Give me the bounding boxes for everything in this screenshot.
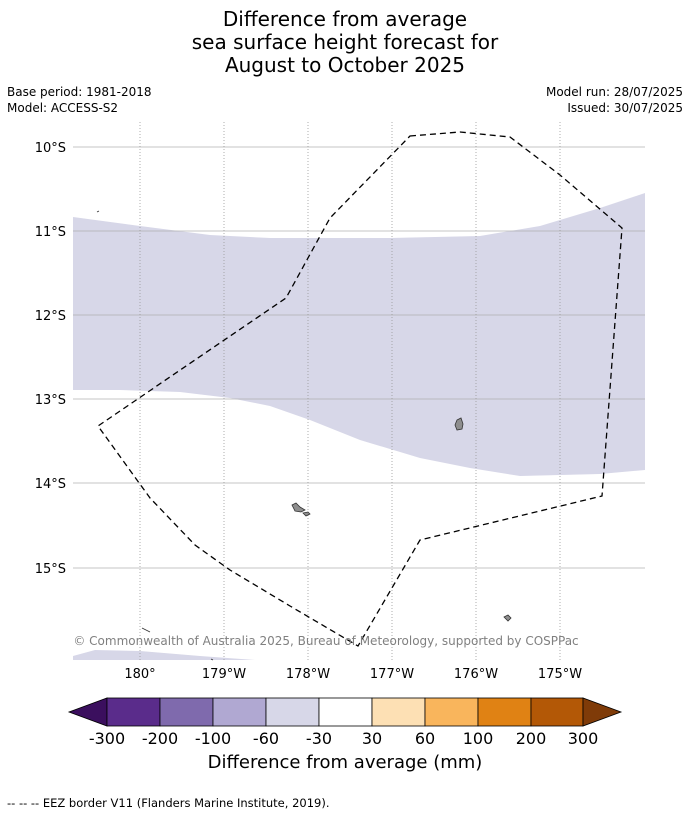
eez-footnote: -- -- -- EEZ border V11 (Flanders Marine…: [7, 796, 330, 810]
model-run: Model run: 28/07/2025: [545, 85, 683, 99]
eez-border: [97, 131, 623, 647]
colorbar-swatch: [318, 697, 373, 727]
title-line-3: August to October 2025: [224, 53, 466, 77]
lon-label: 176°W: [454, 667, 498, 682]
colorbar-extend-left: [67, 697, 108, 727]
island-bottom: [210, 658, 214, 661]
colorbar-extend-right: [582, 697, 623, 727]
colorbar-swatch: [424, 697, 479, 727]
meta-left: Base period: 1981-2018 Model: ACCESS-S2: [7, 84, 152, 116]
colorbar-tick: -200: [142, 729, 178, 748]
title-line-1: Difference from average: [222, 7, 468, 31]
lon-label: 175°W: [538, 667, 582, 682]
lon-label: 178°W: [286, 667, 330, 682]
issued-date: Issued: 30/07/2025: [567, 101, 683, 115]
colorbar-tick: -30: [306, 729, 332, 748]
colorbar-swatch: [106, 697, 161, 727]
colorbar-swatch: [371, 697, 426, 727]
model-name: Model: ACCESS-S2: [7, 101, 119, 115]
colorbar-tick: -100: [195, 729, 231, 748]
base-period: Base period: 1981-2018: [7, 85, 152, 99]
attribution-text: © Commonwealth of Australia 2025, Bureau…: [73, 634, 578, 648]
lon-label: 180°: [124, 667, 155, 682]
colorbar-ticks: -300 -200 -100 -60 -30 30 60 100 200 300: [89, 729, 598, 748]
lat-gridlines: [73, 146, 645, 569]
lon-labels: 180° 179°W 178°W 177°W 176°W 175°W: [124, 667, 582, 682]
colorbar: [67, 697, 623, 727]
anomaly-band: [73, 193, 645, 476]
island-southeast: [503, 614, 512, 622]
lon-label: 179°W: [202, 667, 246, 682]
lat-label: 15°S: [35, 562, 66, 577]
anomaly-patch: [73, 650, 255, 660]
colorbar-tick: 30: [362, 729, 382, 748]
colorbar-tick: 300: [568, 729, 599, 748]
lat-label: 11°S: [35, 225, 66, 240]
colorbar-label: Difference from average (mm): [207, 752, 483, 773]
map-title: Difference from average sea surface heig…: [0, 8, 690, 77]
colorbar-swatch: [159, 697, 214, 727]
lat-labels: 10°S 11°S 12°S 13°S 14°S 15°S: [35, 141, 66, 577]
colorbar-tick: -60: [253, 729, 279, 748]
island-northwest: [96, 210, 100, 213]
colorbar-swatch: [212, 697, 267, 727]
island-west-small: [302, 511, 311, 517]
map-area: © Commonwealth of Australia 2025, Bureau…: [73, 122, 645, 661]
colorbar-tick: -300: [89, 729, 125, 748]
colorbar-swatch: [530, 697, 584, 727]
colorbar-swatch: [265, 697, 320, 727]
lat-label: 12°S: [35, 309, 66, 324]
lon-label: 177°W: [370, 667, 414, 682]
island-west: [291, 502, 306, 513]
colorbar-swatch: [477, 697, 532, 727]
colorbar-tick: 60: [415, 729, 435, 748]
island-southwest: [141, 627, 151, 633]
lat-label: 14°S: [35, 477, 66, 492]
lat-label: 13°S: [35, 393, 66, 408]
colorbar-tick: 100: [463, 729, 494, 748]
colorbar-tick: 200: [516, 729, 547, 748]
island-east: [454, 417, 464, 431]
lat-label: 10°S: [35, 141, 66, 156]
meta-right: Model run: 28/07/2025 Issued: 30/07/2025: [546, 84, 683, 116]
title-line-2: sea surface height forecast for: [191, 30, 499, 54]
